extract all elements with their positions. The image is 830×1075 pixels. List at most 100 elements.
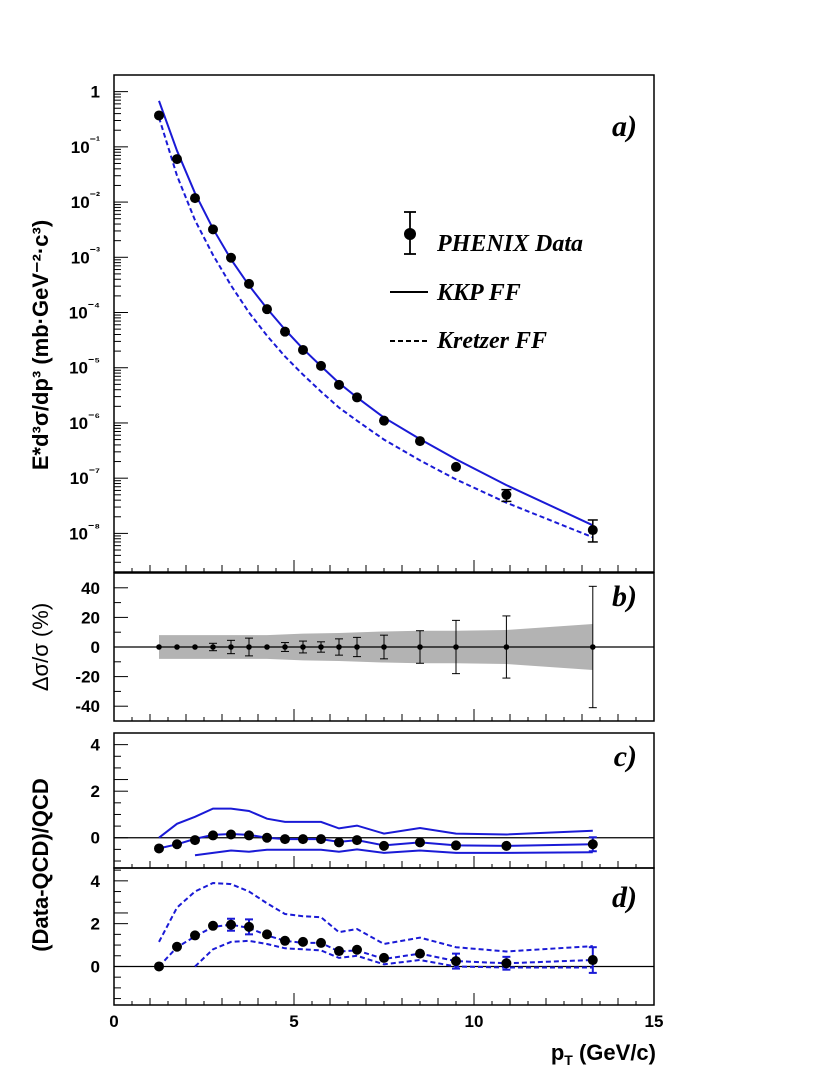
data-point	[156, 644, 162, 650]
y-tick-label-c: 2	[91, 782, 100, 801]
y-tick-label-a: 10⁻⁷	[70, 465, 100, 488]
data-point	[501, 840, 512, 851]
panel-label-a: a)	[612, 110, 637, 143]
y-tick-label-c: 0	[91, 829, 100, 848]
data-point	[228, 644, 234, 650]
y-tick-label-b: -20	[75, 668, 100, 687]
y-axis-title-uncertainty: Δσ/σ (%)	[28, 603, 53, 691]
data-point	[244, 278, 254, 289]
data-point	[415, 837, 425, 848]
y-tick-label-b: 40	[81, 579, 100, 598]
data-point	[280, 935, 290, 946]
x-axis-title: pT (GeV/c)	[551, 1040, 656, 1068]
data-point	[154, 843, 164, 854]
axis-labels: E*d³σ/dp³ (mb·GeV⁻²·c³) Δσ/σ (%) (Data-Q…	[28, 220, 656, 1068]
data-point	[501, 489, 512, 500]
data-point	[298, 936, 308, 947]
data-point	[379, 952, 389, 963]
y-tick-label-d: 2	[91, 915, 100, 934]
data-point	[587, 525, 598, 536]
y-tick-label-a: 10⁻⁶	[69, 410, 100, 433]
data-point	[587, 955, 598, 966]
y-tick-label-c: 4	[91, 736, 101, 755]
data-point	[451, 461, 461, 472]
data-point	[379, 415, 389, 426]
y-tick-label-b: -40	[75, 697, 100, 716]
data-point	[190, 930, 200, 941]
data-point	[503, 644, 510, 650]
data-point	[298, 344, 308, 355]
data-point	[192, 644, 198, 650]
y-tick-label-a: 10⁻⁸	[69, 520, 100, 543]
data-point	[280, 326, 290, 337]
data-point	[334, 379, 344, 390]
data-point	[415, 436, 425, 447]
data-point	[172, 839, 182, 850]
x-tick-label: 10	[465, 1012, 484, 1031]
panel-frame-a	[113, 74, 655, 573]
data-point	[451, 956, 461, 967]
data-point	[190, 835, 200, 846]
data-point	[298, 834, 308, 845]
y-tick-label-a: 10⁻⁴	[69, 300, 100, 323]
data-point	[264, 644, 270, 650]
data-point	[352, 944, 362, 955]
data-point	[334, 946, 344, 957]
y-tick-label-d: 4	[91, 872, 101, 891]
chart-content: 1 10⁻¹ 10⁻² 10⁻³ 10⁻⁴ 10⁻⁵ 10⁻⁶ 10⁻⁷ 10⁻⁸ a) PHENI…	[69, 83, 664, 1031]
data-point	[226, 252, 236, 263]
data-point	[154, 110, 164, 121]
data-point	[352, 835, 362, 846]
data-point	[316, 360, 326, 371]
legend-label-kkp: KKP FF	[436, 280, 521, 306]
curve-c-3	[194, 848, 593, 857]
data-point	[262, 304, 272, 315]
data-point	[154, 961, 164, 972]
y-tick-label-a: 10⁻²	[71, 189, 100, 212]
data-point	[262, 929, 272, 940]
data-point	[334, 837, 344, 848]
data-point	[262, 832, 272, 843]
data-point	[244, 921, 254, 932]
data-point	[246, 644, 252, 650]
data-point	[210, 644, 216, 650]
y-tick-label-a: 10⁻⁵	[69, 355, 100, 378]
panel-label-b: b)	[612, 580, 637, 613]
curve-kkp-ff	[158, 100, 594, 527]
x-tick-label: 0	[109, 1012, 118, 1031]
data-point	[590, 644, 596, 650]
data-point	[318, 644, 324, 650]
y-tick-label-a: 10⁻³	[71, 244, 100, 267]
data-point	[190, 193, 200, 204]
data-point	[208, 224, 218, 235]
data-point	[587, 839, 598, 850]
data-point	[316, 834, 326, 845]
data-point	[415, 948, 425, 959]
data-point	[280, 834, 290, 845]
data-point	[208, 920, 218, 931]
data-point	[451, 840, 461, 851]
data-point	[172, 154, 182, 165]
y-tick-label-a: 1	[91, 83, 100, 102]
curve-c-1	[158, 807, 593, 839]
data-point	[417, 644, 423, 650]
data-point	[316, 937, 326, 948]
y-axis-title-cross-section: E*d³σ/dp³ (mb·GeV⁻²·c³)	[28, 220, 53, 470]
curve-d-1	[158, 881, 593, 953]
panel-label-d: d)	[612, 881, 637, 914]
x-tick-label: 5	[289, 1012, 298, 1031]
data-point	[226, 919, 236, 930]
y-tick-label-a: 10⁻¹	[71, 134, 100, 157]
y-tick-label-b: 20	[81, 608, 100, 627]
curve-kretzer-ff	[158, 117, 594, 539]
curve-c-2	[158, 832, 593, 850]
data-point	[352, 392, 362, 403]
x-tick-label: 15	[645, 1012, 664, 1031]
data-point	[501, 958, 512, 969]
data-point	[208, 830, 218, 841]
curve-d-3	[194, 939, 593, 969]
y-tick-label-d: 0	[91, 957, 100, 976]
data-point	[244, 830, 254, 841]
panel-label-c: c)	[614, 740, 637, 773]
